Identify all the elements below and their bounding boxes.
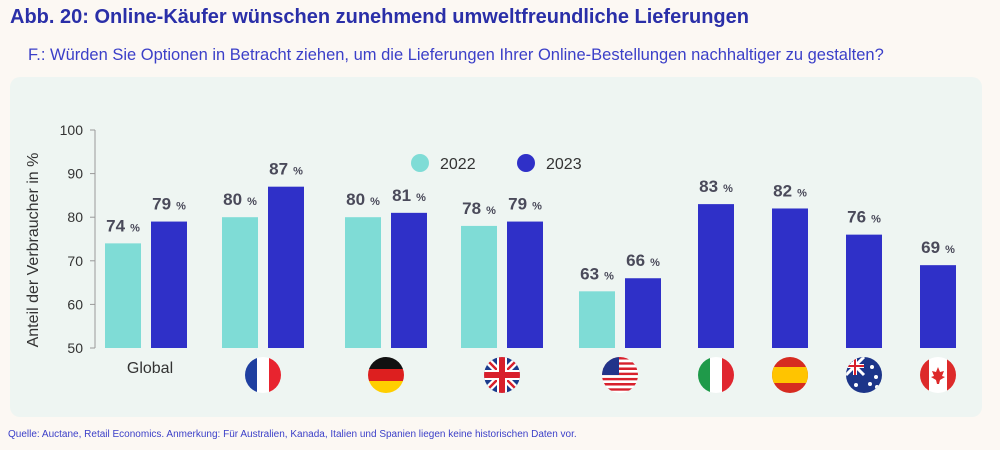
chart-subtitle: F.: Würden Sie Optionen in Betracht zieh… (28, 46, 884, 64)
y-tick-label: 90 (67, 166, 83, 182)
y-tick-label: 100 (60, 122, 84, 138)
bar-2023-australia (846, 234, 882, 348)
y-tick-label: 80 (67, 209, 83, 225)
data-label: 74% (106, 216, 140, 235)
bar-2022-united-states (579, 291, 615, 348)
bar-2023-germany (391, 212, 427, 348)
legend-marker-2023 (517, 154, 535, 172)
bar-2022-united-kingdom (461, 225, 497, 348)
y-tick-label: 50 (67, 340, 83, 356)
bar-2023-united-kingdom (507, 221, 543, 348)
data-label: 76% (847, 208, 881, 227)
data-label: 81% (392, 186, 426, 205)
data-label: 63% (580, 264, 614, 283)
flag-germany-icon (368, 357, 404, 393)
bar-2022-global (105, 243, 141, 348)
flag-italy-icon (698, 357, 734, 393)
data-label: 69% (921, 238, 955, 257)
y-tick-label: 60 (67, 296, 83, 312)
data-label: 78% (462, 199, 496, 218)
flag-canada-icon (920, 357, 956, 393)
flag-spain-icon (772, 357, 808, 393)
legend-marker-2022 (411, 154, 429, 172)
data-label: 87% (269, 160, 303, 179)
y-axis-label: Anteil der Verbraucher in % (25, 153, 42, 348)
bar-2023-spain (772, 208, 808, 348)
legend-label-2023: 2023 (546, 156, 582, 173)
x-category-label: Global (127, 360, 173, 377)
bar-2022-germany (345, 217, 381, 348)
legend-label-2022: 2022 (440, 156, 476, 173)
bar-2023-italy (698, 204, 734, 348)
y-tick-label: 70 (67, 253, 83, 269)
data-label: 80% (346, 190, 380, 209)
data-label: 80% (223, 190, 257, 209)
flag-uk-icon (484, 357, 520, 393)
bar-2022-france (222, 217, 258, 348)
bar-2023-global (151, 221, 187, 348)
flag-france-icon (245, 357, 281, 393)
flag-usa-icon (602, 357, 638, 393)
data-label: 83% (699, 177, 733, 196)
data-label: 79% (508, 195, 542, 214)
bar-2023-canada (920, 265, 956, 348)
source-note: Quelle: Auctane, Retail Economics. Anmer… (8, 429, 577, 440)
bar-2023-france (268, 186, 304, 348)
bar-2023-united-states (625, 278, 661, 348)
data-label: 66% (626, 251, 660, 270)
flag-australia-icon (846, 357, 882, 393)
chart-title: Abb. 20: Online-Käufer wünschen zunehmen… (10, 6, 749, 28)
data-label: 79% (152, 195, 186, 214)
data-label: 82% (773, 181, 807, 200)
